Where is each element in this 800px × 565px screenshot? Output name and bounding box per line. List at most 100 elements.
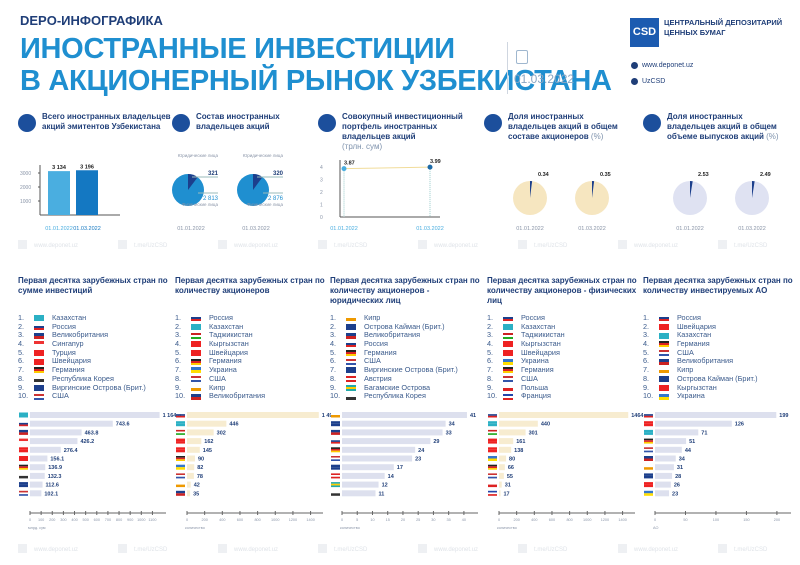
bar — [655, 455, 676, 462]
country-name: Россия — [364, 339, 388, 349]
top10-list-top_investment: Первая десятка зарубежных стран по сумме… — [18, 276, 168, 400]
bar-value-label: 440 — [541, 422, 550, 428]
flag-icon — [331, 482, 340, 484]
flag-icon — [331, 441, 340, 444]
country-name: Острова Кайман (Брит.) — [364, 321, 445, 331]
bar — [187, 438, 202, 445]
country-name: Казахстан — [521, 321, 556, 331]
data-label: 3.99 — [430, 159, 441, 165]
country-name: Таджикистан — [521, 330, 565, 340]
watermark: www.deponet.uz — [433, 547, 478, 553]
bar — [342, 412, 467, 418]
bar — [655, 446, 682, 453]
section-portfolio: Совокупный инвестиционный портфель иност… — [318, 112, 473, 152]
x-tick-label: 01.03.2022 — [416, 226, 444, 232]
rank: 4. — [175, 339, 182, 349]
x-axis-label: количество — [497, 526, 517, 530]
rank: 6. — [643, 356, 650, 366]
top10-list-top_companies: Первая десятка зарубежных стран по колич… — [643, 276, 793, 400]
flag-icon — [503, 315, 513, 322]
watermark: www.deponet.uz — [33, 243, 78, 249]
bar — [499, 412, 629, 418]
telegram-link[interactable]: UzCSD — [631, 78, 665, 85]
list-item: 4. Сингапур — [18, 339, 168, 349]
bar — [342, 438, 431, 445]
list-item: 2. Россия — [18, 322, 168, 332]
flag-icon — [644, 438, 653, 441]
bar-value-label: 17 — [397, 465, 403, 471]
country-name: Великобритания — [677, 356, 734, 366]
bar-value-label: 199 — [779, 413, 788, 419]
list-title: Первая десятка зарубежных стран по сумме… — [18, 276, 168, 295]
flag-icon — [331, 448, 340, 451]
website-link[interactable]: www.deponet.uz — [631, 62, 693, 69]
flag-icon — [34, 350, 44, 357]
x-tick-label: 100 — [713, 518, 719, 522]
country-name: Виргинские Острова (Брит.) — [364, 365, 458, 375]
bar-value-label: 276.4 — [64, 448, 79, 454]
flag-icon — [644, 441, 653, 444]
flag-icon — [331, 432, 340, 435]
org-name: ЦЕНТРАЛЬНЫЙ ДЕПОЗИТАРИЙ ЦЕННЫХ БУМАГ — [664, 18, 794, 38]
bar — [30, 455, 48, 462]
watermark: t.me/UzCSD — [534, 547, 568, 553]
bar — [655, 481, 671, 488]
x-tick-label: 25 — [416, 518, 420, 522]
bar-value-label: 80 — [509, 457, 515, 463]
list-item: 10. США — [18, 391, 168, 401]
flag-icon — [19, 447, 28, 450]
x-tick-label: 0 — [654, 518, 656, 522]
rank: 3. — [487, 330, 494, 340]
x-tick-label: 35 — [447, 518, 451, 522]
list-item: 7. Германия — [18, 365, 168, 375]
list-item: 7. Германия — [487, 365, 637, 375]
x-axis-label: количество — [340, 526, 360, 530]
flag-icon — [19, 484, 28, 488]
flag-icon — [19, 482, 28, 485]
section-composition: Состав иностранных владельцев акций — [172, 112, 292, 132]
x-tick-label: 1100 — [148, 518, 156, 522]
country-name: Таджикистан — [209, 330, 253, 340]
bar-value-label: 162 — [204, 439, 213, 445]
watermark-icon — [518, 240, 527, 249]
telegram-icon — [631, 78, 638, 85]
flag-icon — [659, 315, 669, 322]
x-tick-label: 100 — [38, 518, 44, 522]
bar — [499, 429, 526, 436]
bar — [30, 438, 78, 445]
kicker: DEPO-ИНФОГРАФИКА — [20, 13, 163, 28]
flag-icon — [644, 412, 653, 415]
flag-icon — [644, 447, 653, 449]
bar-value-label: 90 — [198, 457, 204, 463]
bar — [30, 472, 45, 479]
x-tick-label: 1000 — [271, 518, 279, 522]
flag-icon — [346, 358, 356, 365]
watermark: www.deponet.uz — [233, 243, 278, 249]
flag-icon — [176, 484, 185, 488]
flag-icon — [331, 493, 340, 496]
data-point — [341, 166, 347, 172]
flag-icon — [176, 467, 185, 470]
bar-value-label: 463.8 — [85, 430, 99, 436]
list-item: 10. Великобритания — [175, 391, 325, 401]
bar-value-label: 102.1 — [44, 491, 58, 497]
page-title: ИНОСТРАННЫЕ ИНВЕСТИЦИИ В АКЦИОНЕРНЫЙ РЫН… — [20, 33, 612, 97]
bar — [655, 420, 732, 427]
flag-icon — [331, 475, 340, 477]
country-name: Острова Кайман (Брит.) — [677, 373, 758, 383]
country-name: Виргинские Острова (Брит.) — [52, 382, 146, 392]
rank: 1. — [330, 313, 337, 322]
section-unit: (%) — [766, 132, 779, 141]
watermark: www.deponet.uz — [633, 243, 678, 249]
rank: 9. — [18, 382, 25, 392]
flag-icon — [488, 423, 497, 427]
flag-icon — [19, 464, 28, 467]
pie-value-label: 2.49 — [760, 172, 771, 178]
y-tick-label: 1 — [320, 203, 323, 209]
flag-icon — [19, 458, 28, 461]
flag-icon — [19, 438, 28, 442]
flag-icon — [488, 475, 497, 477]
list-item: 6. Украина — [487, 357, 637, 366]
title-line-2: В АКЦИОНЕРНЫЙ РЫНОК УЗБЕКИСТАНА — [20, 65, 612, 97]
flag-icon — [191, 358, 201, 365]
